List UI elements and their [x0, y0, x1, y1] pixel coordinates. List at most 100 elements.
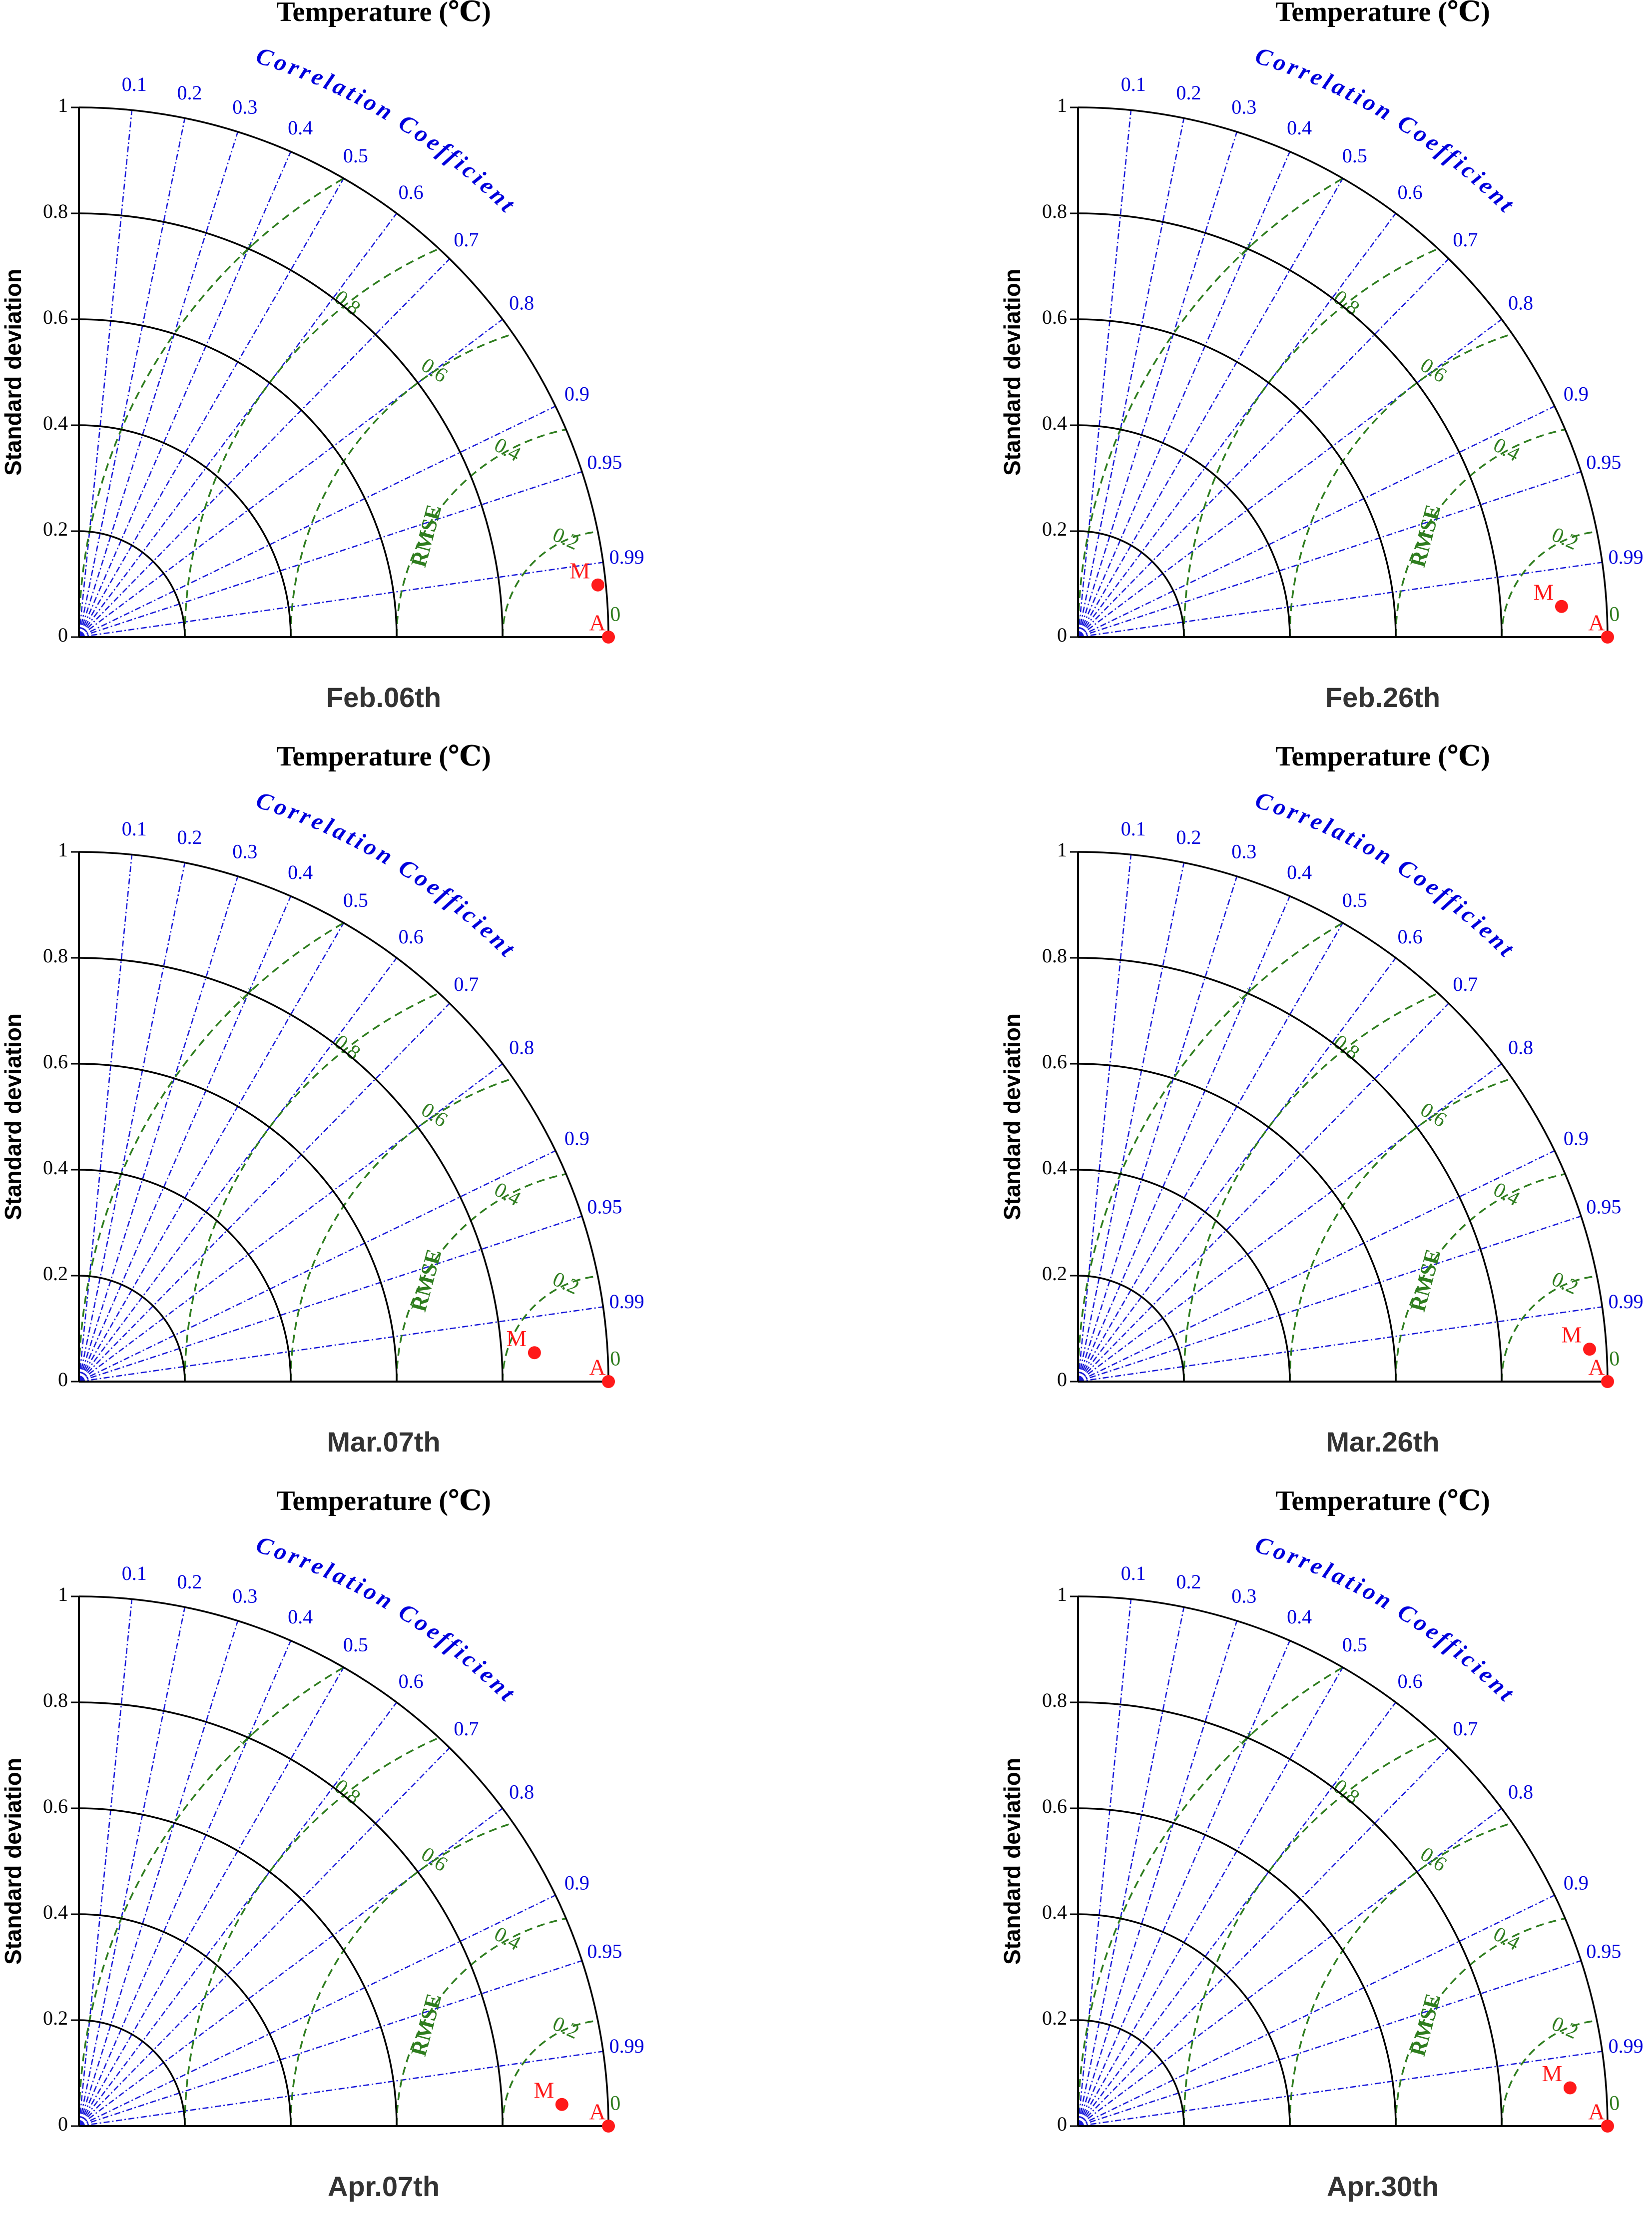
correlation-line	[78, 471, 582, 638]
correlation-line	[1077, 922, 1344, 1382]
correlation-line	[78, 1640, 292, 2127]
panel-subtitle: Feb.26th	[1325, 682, 1440, 713]
correlation-tick-label: 0.6	[399, 925, 424, 948]
correlation-line	[1078, 258, 1449, 638]
y-tick-label: 1	[58, 838, 68, 861]
rmse-contour	[396, 428, 566, 638]
y-tick-label: 0.6	[1042, 306, 1067, 328]
correlation-line	[1077, 1599, 1132, 2127]
correlation-tick-label: 0.5	[1342, 889, 1367, 911]
rmse-level-label: 0.4	[491, 1923, 525, 1956]
std-arc	[78, 530, 186, 638]
correlation-line	[78, 1620, 239, 2127]
correlation-line	[78, 1003, 450, 1382]
rmse-level-label: 0	[609, 2092, 621, 2115]
y-tick-label: 0.6	[43, 1795, 68, 1817]
y-tick-label: 0.8	[43, 944, 68, 967]
taylor-diagram: Temperature (℃) 0.1 0.2 0.3 0.4 0.5 0.6 0.7 0.8 0…	[999, 1486, 1643, 2202]
correlation-tick-label: 0.1	[122, 73, 147, 95]
correlation-tick-label: 0.5	[1342, 1633, 1367, 1656]
std-arc	[1078, 106, 1609, 638]
correlation-tick-label: 0.3	[1231, 95, 1256, 118]
point-label: A	[589, 610, 605, 636]
correlation-line	[1077, 895, 1291, 1382]
y-tick-label: 0.8	[43, 200, 68, 222]
y-tick-label: 0.4	[1042, 1901, 1067, 1923]
rmse-level-label: 0.6	[417, 1843, 452, 1876]
y-tick-label: 0	[58, 1368, 68, 1391]
rmse-level-label: 0	[609, 1347, 621, 1371]
correlation-line	[1077, 957, 1397, 1382]
taylor-diagram: Temperature (℃) 0.1 0.2 0.3 0.4 0.5 0.6 0.7 0.8 0…	[999, 741, 1643, 1458]
rmse-axis-label: RMSE	[1405, 1991, 1445, 2059]
rmse-contour	[502, 2020, 598, 2127]
rmse-contour	[1077, 177, 1343, 638]
correlation-tick-label: 0.1	[122, 1562, 147, 1584]
data-point	[1555, 600, 1568, 613]
rmse-level-label: 0.6	[1416, 354, 1451, 387]
y-tick-label: 1	[1057, 1583, 1067, 1605]
data-point	[602, 1375, 615, 1388]
point-label: M	[506, 1326, 527, 1351]
rmse-contour	[1501, 2020, 1597, 2127]
y-tick-label: 0.6	[1042, 1050, 1067, 1073]
rmse-contour	[1395, 1173, 1566, 1382]
std-arc	[78, 1169, 292, 1382]
y-tick-label: 0	[1057, 624, 1067, 646]
correlation-line	[78, 131, 239, 638]
correlation-tick-label: 0.8	[1508, 1036, 1533, 1059]
correlation-tick-label: 0.9	[1564, 1871, 1589, 1894]
panel-subtitle: Apr.07th	[328, 2171, 440, 2202]
point-label: A	[1588, 1355, 1605, 1380]
correlation-tick-label: 0.4	[1287, 116, 1312, 139]
correlation-line	[1078, 1306, 1603, 1383]
correlation-tick-label: 0.7	[454, 973, 479, 995]
correlation-tick-label: 0.99	[609, 2035, 644, 2057]
correlation-tick-label: 0.4	[1287, 861, 1312, 883]
y-axis-label: Standard deviation	[999, 1758, 1025, 1965]
rmse-contour	[184, 1737, 440, 2127]
chart-title: Temperature (℃)	[1275, 741, 1490, 772]
correlation-line	[1077, 854, 1132, 1382]
correlation-tick-label: 0.9	[564, 382, 589, 405]
y-tick-label: 0.2	[43, 518, 68, 540]
correlation-line	[1077, 1640, 1291, 2127]
correlation-line	[78, 1599, 133, 2127]
correlation-line	[1078, 1747, 1449, 2127]
rmse-contour	[184, 248, 440, 638]
rmse-level-label: 0.2	[549, 2012, 582, 2044]
correlation-line	[78, 1150, 556, 1383]
correlation-tick-label: 0.99	[609, 1290, 644, 1313]
data-point	[555, 2098, 568, 2111]
chart-title: Temperature (℃)	[276, 1486, 491, 1516]
std-arc	[78, 957, 504, 1382]
y-tick-label: 0.6	[43, 1050, 68, 1073]
rmse-contour	[1183, 248, 1439, 638]
std-arc	[78, 1807, 398, 2127]
correlation-tick-label: 0.2	[177, 826, 202, 848]
correlation-tick-label: 0.3	[232, 1584, 257, 1607]
correlation-tick-label: 0.9	[564, 1127, 589, 1149]
correlation-tick-label: 0.7	[454, 228, 479, 251]
point-label: M	[569, 558, 590, 583]
y-tick-label: 0	[58, 624, 68, 646]
rmse-level-label: 0.4	[1490, 1923, 1524, 1956]
std-arc	[1078, 1169, 1291, 1382]
chart-title: Temperature (℃)	[1275, 0, 1490, 27]
taylor-diagram-panel: Temperature (℃) 0.1 0.2 0.3 0.4 0.5 0.6 0.7 0.8 0…	[999, 1486, 1652, 2234]
correlation-line	[78, 2051, 603, 2127]
correlation-line	[78, 178, 345, 638]
correlation-tick-label: 0.9	[1564, 382, 1589, 405]
y-axis-label: Standard deviation	[0, 1758, 26, 1965]
data-point	[591, 578, 604, 592]
data-point	[1601, 2120, 1614, 2133]
y-tick-label: 0.8	[1042, 200, 1067, 222]
correlation-line	[1078, 2051, 1603, 2127]
correlation-line	[78, 895, 292, 1382]
rmse-axis-label: RMSE	[406, 502, 446, 570]
data-point	[1563, 2081, 1577, 2095]
correlation-line	[1078, 1003, 1449, 1382]
correlation-line	[78, 1306, 603, 1383]
correlation-tick-label: 0.1	[1121, 1562, 1146, 1584]
rmse-level-label: 0	[1609, 1347, 1621, 1371]
